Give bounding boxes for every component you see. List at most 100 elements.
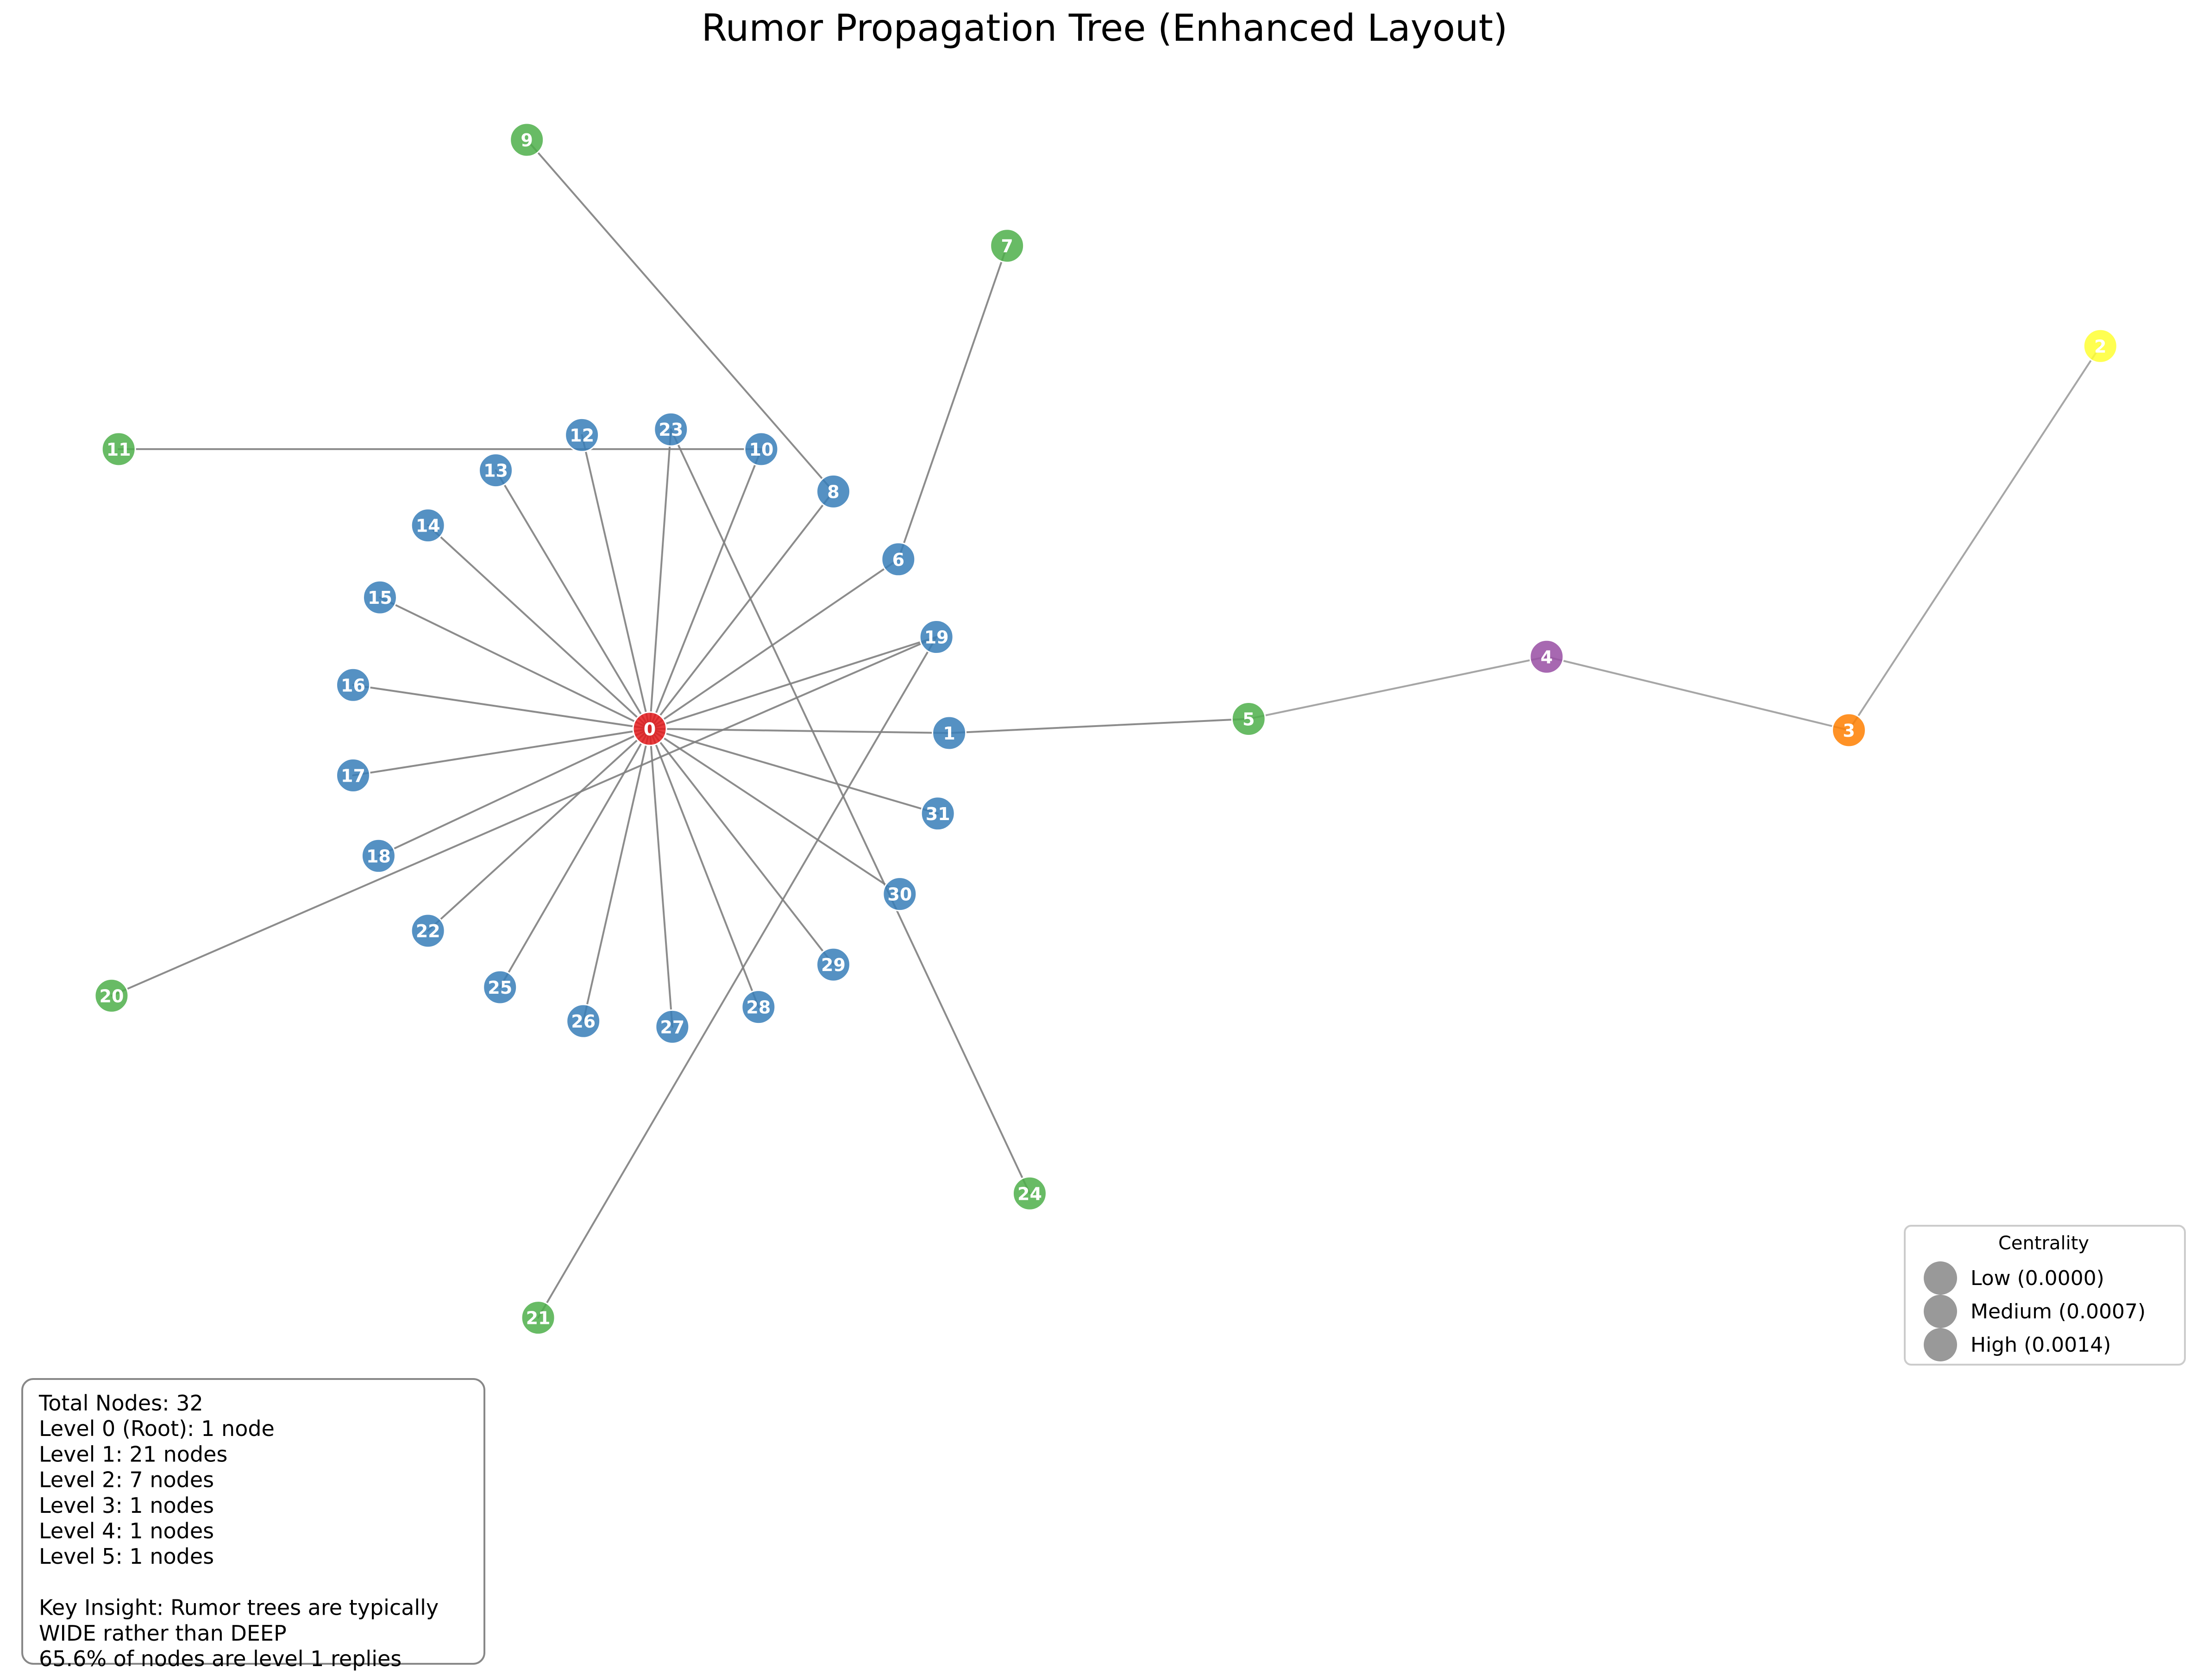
node-circle[interactable] [336,758,370,793]
node-29[interactable]: 29 [816,947,851,982]
node-circle[interactable] [410,913,446,948]
node-label: 19 [924,627,949,648]
node-circle[interactable] [653,412,689,447]
node-circle[interactable] [521,1300,556,1335]
node-25[interactable]: 25 [483,970,518,1005]
legend-item: Low (0.0000) [1924,1261,2104,1295]
edge-23-24 [670,428,1031,1195]
node-circle[interactable] [990,228,1025,263]
node-circle[interactable] [362,580,397,615]
node-circle[interactable] [1529,639,1564,674]
node-circle[interactable] [2083,328,2118,364]
node-circle[interactable] [566,1003,601,1039]
node-circle[interactable] [744,432,779,467]
node-circle[interactable] [632,711,667,746]
node-label: 7 [1001,236,1013,257]
stats-line: Level 2: 7 nodes [39,1467,214,1492]
node-circle[interactable] [509,122,545,157]
node-layer: 0 154326789101112131415161718192021222324… [94,122,2118,1335]
node-6[interactable]: 6 [881,542,916,577]
edge-4-3 [1545,656,1850,731]
node-label: 31 [926,804,950,824]
node-circle[interactable] [919,620,954,655]
legend-label: High (0.0014) [1971,1333,2111,1357]
node-19[interactable]: 19 [919,620,954,655]
node-20[interactable]: 20 [94,978,129,1013]
node-16[interactable]: 16 [336,667,370,702]
node-31[interactable]: 31 [920,796,955,831]
node-1[interactable]: 1 [932,715,967,751]
edge-0-15 [379,596,651,730]
node-circle[interactable] [655,1009,690,1044]
node-22[interactable]: 22 [410,913,446,948]
node-circle[interactable] [881,542,916,577]
node-label: 16 [341,675,365,696]
node-8[interactable]: 8 [816,474,851,509]
stats-line: Level 4: 1 nodes [39,1518,214,1543]
node-30[interactable]: 30 [882,877,917,912]
edge-0-29 [649,727,835,966]
node-circle[interactable] [1012,1176,1047,1211]
node-circle[interactable] [816,947,851,982]
node-28[interactable]: 28 [741,990,776,1025]
node-label: 12 [570,425,594,445]
node-4[interactable]: 4 [1529,639,1564,674]
legend-marker [1924,1295,1957,1328]
node-circle[interactable] [932,715,967,751]
node-circle[interactable] [94,978,129,1013]
stats-line: 65.6% of nodes are level 1 replies [39,1646,402,1671]
node-23[interactable]: 23 [653,412,689,447]
node-circle[interactable] [483,970,518,1005]
node-11[interactable]: 11 [101,432,136,467]
node-circle[interactable] [1831,713,1866,748]
node-label: 28 [746,997,771,1018]
node-circle[interactable] [478,453,514,488]
node-9[interactable]: 9 [509,122,545,157]
legend-item: High (0.0014) [1924,1328,2111,1361]
node-label: 3 [1843,721,1855,741]
node-7[interactable]: 7 [990,228,1025,263]
node-label: 23 [659,420,683,440]
node-circle[interactable] [816,474,851,509]
node-circle[interactable] [882,877,917,912]
node-label: 6 [892,550,904,570]
legend-item: Medium (0.0007) [1924,1295,2146,1328]
node-13[interactable]: 13 [478,453,514,488]
node-3[interactable]: 3 [1831,713,1866,748]
node-0[interactable]: 0 [632,711,667,746]
node-circle[interactable] [741,990,776,1025]
edge-0-30 [649,727,901,895]
node-27[interactable]: 27 [655,1009,690,1044]
stats-line: Level 3: 1 nodes [39,1493,214,1518]
node-circle[interactable] [1231,701,1266,736]
node-circle[interactable] [361,838,396,873]
node-circle[interactable] [410,508,446,543]
node-5[interactable]: 5 [1231,701,1266,736]
legend-label: Medium (0.0007) [1971,1300,2146,1323]
edge-8-9 [526,138,835,493]
node-12[interactable]: 12 [565,417,600,452]
node-circle[interactable] [336,667,370,702]
node-label: 21 [526,1308,551,1329]
node-14[interactable]: 14 [410,508,446,543]
node-24[interactable]: 24 [1012,1176,1047,1211]
node-26[interactable]: 26 [566,1003,601,1039]
node-label: 17 [341,765,365,786]
node-circle[interactable] [920,796,955,831]
node-17[interactable]: 17 [336,758,370,793]
node-2[interactable]: 2 [2083,328,2118,364]
edge-0-10 [649,448,762,730]
node-10[interactable]: 10 [744,432,779,467]
legend-title: Centrality [1998,1233,2089,1254]
node-circle[interactable] [101,432,136,467]
node-label: 22 [416,921,440,941]
node-circle[interactable] [565,417,600,452]
node-21[interactable]: 21 [521,1300,556,1335]
node-15[interactable]: 15 [362,580,397,615]
edge-5-4 [1248,656,1548,720]
edge-layer [110,138,2102,1319]
edge-0-22 [427,727,651,932]
edge-0-17 [352,727,651,777]
node-18[interactable]: 18 [361,838,396,873]
